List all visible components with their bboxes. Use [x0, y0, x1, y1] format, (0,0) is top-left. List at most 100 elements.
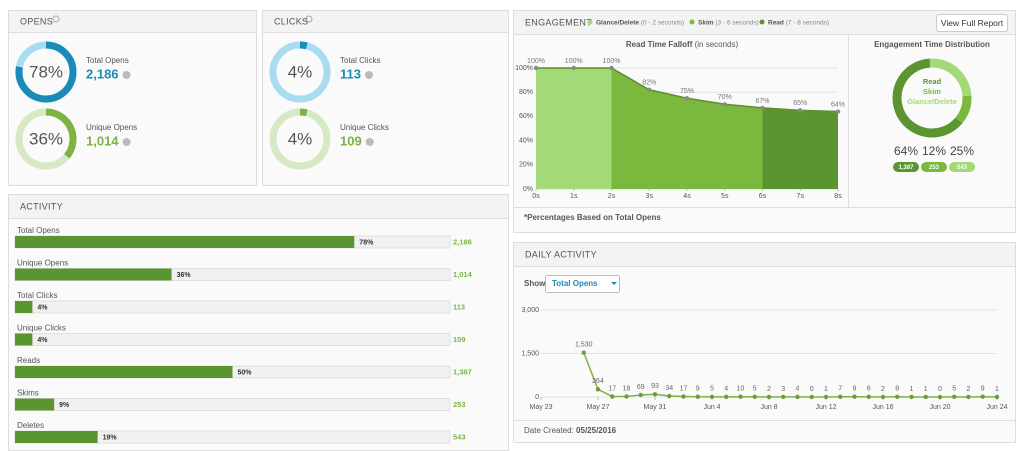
- legend-range: (3 - 6 seconds): [715, 19, 758, 26]
- value-label: 1: [910, 386, 914, 393]
- daily-point: [952, 394, 957, 400]
- date-value: 05/25/2016: [576, 426, 617, 435]
- x-tick-label: Jun 4: [703, 404, 720, 411]
- stat-label: Unique Clicks: [340, 123, 389, 132]
- value-label: 17: [680, 385, 688, 392]
- stat-label: Total Opens: [86, 56, 129, 65]
- legend-item: Glance/Delete (0 - 2 seconds): [596, 19, 684, 26]
- bar: [15, 431, 98, 443]
- bar-count: 109: [453, 335, 466, 344]
- daily-point: [823, 394, 829, 400]
- x-tick-label: 5s: [721, 193, 729, 200]
- x-tick-label: May 27: [587, 404, 610, 411]
- x-tick-label: Jun 20: [929, 404, 950, 411]
- value-label: 0: [938, 386, 942, 393]
- value-label: 100%: [565, 58, 583, 65]
- distribution-percent: 12%: [922, 144, 946, 158]
- y-tick-label: 0: [535, 394, 539, 401]
- daily-point: [980, 394, 985, 399]
- bar-label: Total Opens: [17, 226, 60, 235]
- donut-arc: [299, 108, 308, 117]
- stat-count: 113: [340, 66, 361, 81]
- daily-point: [909, 394, 914, 400]
- value-label: 1: [924, 386, 928, 393]
- donut-segment: [955, 95, 972, 124]
- value-label: 2: [767, 386, 771, 393]
- button-box[interactable]: [936, 14, 1008, 32]
- legend-range: (7 - 8 seconds): [786, 19, 829, 26]
- icon: [365, 138, 374, 146]
- value-label: 82%: [642, 80, 656, 87]
- falloff-area: [762, 107, 838, 189]
- bar-label: Total Clicks: [17, 291, 57, 300]
- falloff-point: [609, 65, 614, 71]
- select-value[interactable]: Total Opens: [552, 279, 598, 288]
- daily-point: [667, 393, 672, 399]
- show-label: Show:: [524, 279, 548, 288]
- daily-point: [709, 394, 715, 400]
- daily-point: [595, 387, 601, 392]
- value-label: 9: [853, 386, 857, 393]
- donut-segment: [892, 58, 963, 138]
- daily-point: [966, 394, 971, 400]
- donut-center-label: Skim: [923, 87, 941, 96]
- daily-point: [581, 350, 586, 355]
- value-label: 1: [995, 386, 999, 393]
- legend-name: Glance/Delete: [596, 19, 639, 26]
- clicks-header: [262, 10, 509, 33]
- y-tick-label: 40%: [519, 137, 533, 144]
- daily-point: [866, 394, 871, 400]
- report-button[interactable]: View Full Report: [936, 14, 1008, 32]
- legend-item: Read (7 - 8 seconds): [768, 19, 829, 26]
- daily-point: [895, 394, 900, 399]
- panel-title: OPENS: [20, 16, 53, 26]
- bar-count: 113: [453, 302, 465, 311]
- value-label: 67%: [755, 98, 769, 105]
- activity-header: [8, 194, 509, 219]
- select-arrow[interactable]: [611, 282, 617, 285]
- metric-select[interactable]: Total Opens: [545, 275, 620, 293]
- button-label[interactable]: View Full Report: [941, 18, 1004, 28]
- bar: [15, 333, 33, 346]
- x-tick-label: Jun 16: [872, 404, 893, 411]
- falloff-point: [684, 96, 690, 101]
- bar: [15, 301, 33, 313]
- legend-dot: [587, 19, 593, 25]
- x-tick-label: 3s: [646, 193, 654, 200]
- donut-arc: [45, 108, 77, 159]
- legend-name: Read: [768, 19, 784, 26]
- bar-label: Skims: [17, 389, 39, 398]
- subtitle: (in seconds): [695, 40, 739, 49]
- panel-title: DAILY ACTIVITY: [525, 249, 597, 259]
- donut-arc: [15, 41, 77, 103]
- value-label: 100%: [603, 58, 621, 65]
- value-label: 5: [952, 386, 956, 393]
- value-label: 2: [967, 386, 971, 393]
- y-tick-label: 60%: [519, 113, 533, 120]
- bar-label: Unique Opens: [17, 259, 68, 268]
- daily-point: [624, 394, 629, 399]
- legend-item: Skim (3 - 6 seconds): [698, 19, 759, 26]
- daily-point: [852, 394, 857, 399]
- daily-point: [795, 394, 800, 400]
- bar-count: 1,387: [453, 367, 472, 376]
- count-badge: [921, 162, 947, 172]
- value-label: 93: [651, 383, 659, 390]
- x-tick-label: May 31: [644, 404, 667, 411]
- date-label: Date Created:: [524, 426, 574, 435]
- y-tick-label: 1,500: [521, 350, 539, 357]
- falloff-point: [760, 105, 765, 111]
- daily-point: [638, 392, 643, 398]
- daily-point: [994, 394, 1000, 400]
- donut-percent: 78%: [29, 62, 63, 81]
- bar-track: [14, 333, 451, 346]
- bar-value-label: 4%: [37, 337, 48, 344]
- bar-value-label: 78%: [359, 239, 374, 246]
- stat-label: Total Clicks: [340, 56, 380, 65]
- value-label: 5: [753, 386, 757, 393]
- daily-point: [809, 394, 814, 400]
- stat-count: 109: [340, 133, 362, 148]
- value-label: 9: [696, 386, 700, 393]
- select-box[interactable]: [545, 275, 620, 293]
